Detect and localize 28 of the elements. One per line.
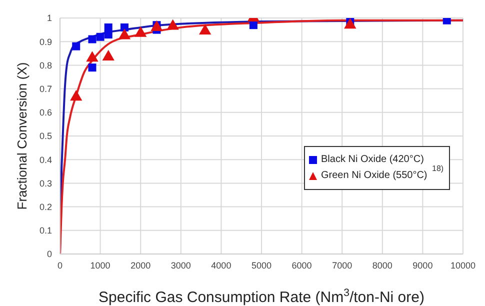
x-tick-label: 5000	[251, 260, 272, 270]
y-tick-label: 0.1	[39, 226, 52, 236]
y-tick-label: 0	[46, 249, 52, 260]
legend-label: Black Ni Oxide (420°C)	[321, 153, 424, 167]
x-tick-label: 7000	[332, 260, 352, 270]
x-tick-label: 6000	[292, 260, 312, 270]
x-tick-label: 4000	[211, 260, 232, 270]
line-series	[60, 19, 463, 254]
y-tick-label: 0.2	[39, 202, 52, 212]
legend-label: Green Ni Oxide (550°C)	[321, 169, 428, 183]
y-tick-label: 0.5	[39, 131, 52, 142]
x-tick-label: 3000	[170, 260, 191, 270]
x-tick-label: 0	[57, 260, 63, 270]
x-tick-label: 8000	[372, 260, 392, 270]
x-tick-label: 9000	[412, 260, 433, 270]
y-tick-label: 1	[46, 13, 52, 24]
y-tick-label: 0.9	[39, 36, 52, 47]
y-axis-title: Fractional Conversion (X)	[14, 62, 30, 210]
y-tick-label: 0.4	[39, 154, 52, 165]
y-tick-label: 0.8	[39, 60, 52, 70]
x-tick-label: 2000	[130, 260, 151, 270]
y-tick-label: 0.6	[39, 108, 52, 118]
annotation: 18)	[432, 164, 444, 173]
x-tick-label: 10000	[450, 260, 476, 270]
y-tick-label: 0.7	[39, 84, 52, 94]
x-tick-label: 1000	[90, 260, 110, 270]
y-tick-label: 0.3	[39, 178, 52, 188]
x-axis-title: Specific Gas Consumption Rate (Nm$^{3}$/ton-Ni ore)	[98, 287, 424, 306]
